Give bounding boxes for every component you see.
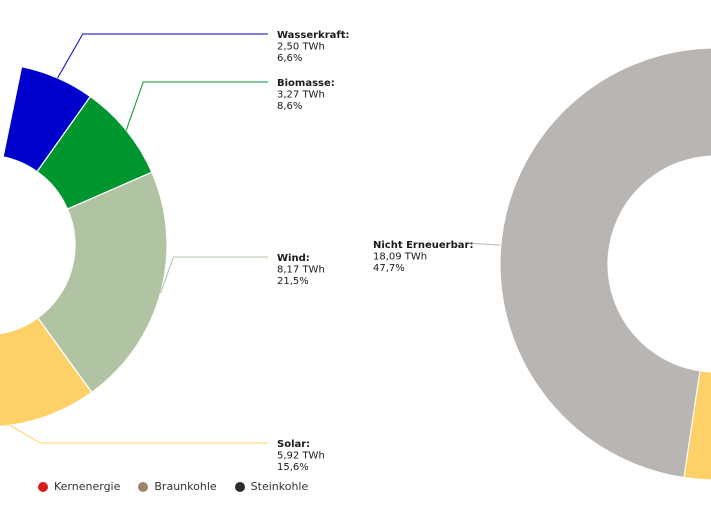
data-label-nicht-erneuerbar-name: Nicht Erneuerbar: [373, 240, 473, 251]
data-label-biomasse-value: 3,27 TWh [277, 90, 325, 101]
donut-renewables [0, 66, 168, 427]
data-label-nicht-erneuerbar-percent: 47,7% [373, 263, 405, 274]
connector-wasserkraft [57, 33, 268, 79]
legend-item-steinkohle[interactable]: Steinkohle [234, 480, 309, 493]
data-label-wind-percent: 21,5% [277, 276, 309, 287]
data-label-wind-value: 8,17 TWh [277, 265, 325, 276]
connector-solar [9, 424, 268, 444]
slice-erneuerbar[interactable] [683, 48, 711, 481]
data-label-nicht-erneuerbar-value: 18,09 TWh [373, 252, 427, 263]
data-label-wasserkraft-percent: 6,6% [277, 53, 302, 64]
label-connectors [9, 33, 501, 444]
slice-solar[interactable] [0, 317, 93, 427]
legend-label: Braunkohle [154, 480, 217, 493]
legend-label: Steinkohle [250, 480, 309, 493]
data-label-solar-percent: 15,6% [277, 462, 309, 473]
connector-wind [160, 256, 268, 294]
chart-legend: Kernenergie Braunkohle Steinkohle [38, 480, 308, 493]
legend-item-braunkohle[interactable]: Braunkohle [138, 480, 217, 493]
slice-nicht-erneuerbar[interactable] [499, 47, 711, 479]
legend-label: Kernenergie [54, 480, 121, 493]
data-label-wind-name: Wind: [277, 253, 310, 264]
data-label-solar-value: 5,92 TWh [277, 451, 325, 462]
data-label-solar-name: Solar: [277, 439, 310, 450]
slice-wind[interactable] [36, 171, 168, 394]
legend-marker-icon [38, 481, 48, 492]
data-label-wasserkraft-name: Wasserkraft: [277, 30, 350, 41]
legend-item-kernenergie[interactable]: Kernenergie [38, 480, 120, 493]
data-label-biomasse-percent: 8,6% [277, 101, 302, 112]
donut-renewable-share [499, 47, 711, 481]
legend-marker-icon [234, 481, 245, 492]
data-label-biomasse-name: Biomasse: [277, 78, 335, 89]
connector-biomasse [125, 81, 268, 131]
data-label-wasserkraft-value: 2,50 TWh [277, 42, 325, 53]
connector-nicht-erneuerbar [466, 242, 501, 246]
legend-marker-icon [138, 481, 149, 492]
